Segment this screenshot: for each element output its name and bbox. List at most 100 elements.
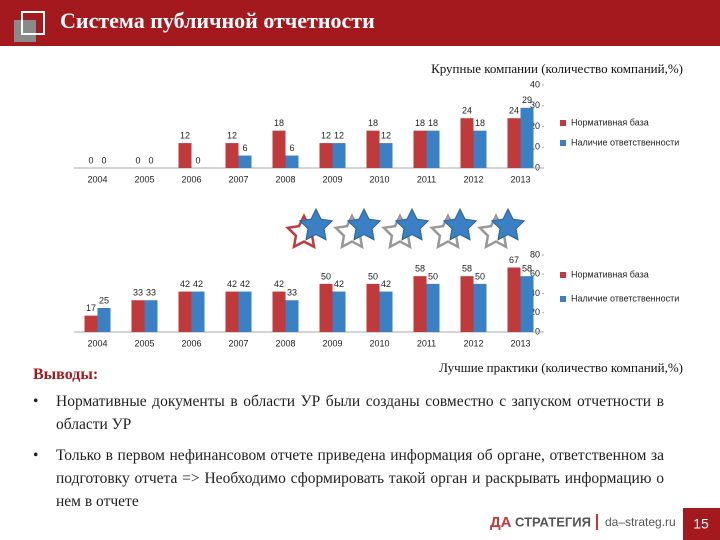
bar [285, 300, 299, 332]
bar [178, 291, 192, 332]
data-label: 42 [240, 279, 250, 289]
x-tick-label: 2004 [87, 174, 107, 184]
y-tick-label: 20 [530, 121, 540, 131]
data-label: 42 [180, 279, 190, 289]
logo-square [21, 11, 45, 35]
x-tick-label: 2005 [134, 174, 154, 184]
bar [507, 267, 521, 332]
bar [191, 291, 205, 332]
bar [413, 130, 427, 168]
y-tick-label: 60 [530, 269, 540, 279]
data-label: 18 [368, 118, 378, 128]
x-tick-label: 2004 [87, 338, 107, 348]
bar [225, 143, 239, 168]
x-tick-label: 2011 [417, 174, 436, 184]
bar [332, 143, 346, 168]
data-label: 6 [242, 143, 247, 153]
bar [84, 315, 98, 332]
data-label: 0 [101, 155, 106, 165]
bar [366, 130, 380, 168]
data-label: 50 [321, 271, 331, 281]
data-label: 12 [180, 130, 190, 140]
data-label: 18 [415, 118, 425, 128]
bullet: • [33, 393, 39, 410]
data-label: 12 [227, 130, 237, 140]
chart-title: Крупные компании (количество компаний,%) [431, 61, 683, 76]
x-tick-label: 2012 [463, 174, 483, 184]
x-tick-label: 2008 [275, 174, 295, 184]
x-tick-label: 2005 [134, 338, 154, 348]
y-tick-label: 40 [530, 288, 540, 298]
x-tick-label: 2009 [322, 174, 342, 184]
data-label: 24 [509, 106, 519, 116]
data-label: 12 [381, 130, 391, 140]
brand-prefix: ДА [490, 514, 512, 531]
data-label: 17 [86, 303, 96, 313]
data-label: 33 [287, 288, 297, 298]
data-label: 42 [193, 279, 203, 289]
data-label: 25 [99, 295, 109, 305]
legend-label: Наличие ответственности [571, 293, 679, 303]
bar [319, 143, 333, 168]
data-label: 29 [522, 95, 532, 105]
data-label: 50 [475, 271, 485, 281]
legend-swatch [560, 120, 566, 126]
x-tick-label: 2008 [275, 338, 295, 348]
data-label: 33 [146, 288, 156, 298]
data-label: 58 [462, 264, 472, 274]
x-tick-label: 2007 [228, 338, 248, 348]
brand: СТРАТЕГИЯ [515, 514, 591, 529]
bar [460, 276, 474, 332]
data-label: 18 [428, 118, 438, 128]
y-tick-label: 80 [530, 249, 540, 259]
bar [366, 283, 380, 332]
x-tick-label: 2011 [417, 338, 436, 348]
data-label: 42 [334, 279, 344, 289]
data-label: 0 [88, 155, 93, 165]
bar [520, 276, 534, 332]
y-tick-label: 30 [530, 100, 540, 110]
bar [426, 283, 440, 332]
conclusion-item: Только в первом нефинансовом отчете прив… [56, 447, 664, 510]
y-tick-label: 0 [535, 326, 540, 336]
footer-url: da–strateg.ru [605, 515, 676, 529]
bar [238, 291, 252, 332]
legend-label: Нормативная база [571, 117, 649, 127]
bar [332, 291, 346, 332]
conclusions-heading: Выводы: [33, 366, 99, 383]
slide-title: Система публичной отчетности [60, 8, 375, 33]
data-label: 24 [462, 106, 472, 116]
data-label: 12 [334, 130, 344, 140]
data-label: 42 [274, 279, 284, 289]
x-tick-label: 2010 [369, 174, 389, 184]
x-tick-label: 2009 [322, 338, 342, 348]
bar [473, 283, 487, 332]
legend-swatch [560, 296, 566, 302]
legend-label: Наличие ответственности [571, 137, 679, 147]
stars [286, 208, 525, 249]
x-tick-label: 2012 [463, 338, 483, 348]
page-number: 15 [693, 516, 709, 532]
bar [285, 155, 299, 168]
title-band [0, 0, 720, 46]
data-label: 42 [381, 279, 391, 289]
x-tick-label: 2010 [369, 338, 389, 348]
y-tick-label: 0 [535, 162, 540, 172]
data-label: 58 [522, 264, 532, 274]
logo-square [14, 20, 36, 42]
legend-swatch [560, 272, 566, 278]
bar [460, 118, 474, 168]
bar [272, 291, 286, 332]
data-label: 0 [148, 155, 153, 165]
x-tick-label: 2006 [181, 174, 201, 184]
bar [225, 291, 239, 332]
data-label: 12 [321, 130, 331, 140]
bar [413, 276, 427, 332]
bar [379, 143, 393, 168]
data-label: 6 [289, 143, 294, 153]
y-tick-label: 10 [530, 142, 540, 152]
x-tick-label: 2007 [228, 174, 248, 184]
data-label: 18 [475, 118, 485, 128]
bar [131, 300, 145, 332]
data-label: 50 [368, 271, 378, 281]
